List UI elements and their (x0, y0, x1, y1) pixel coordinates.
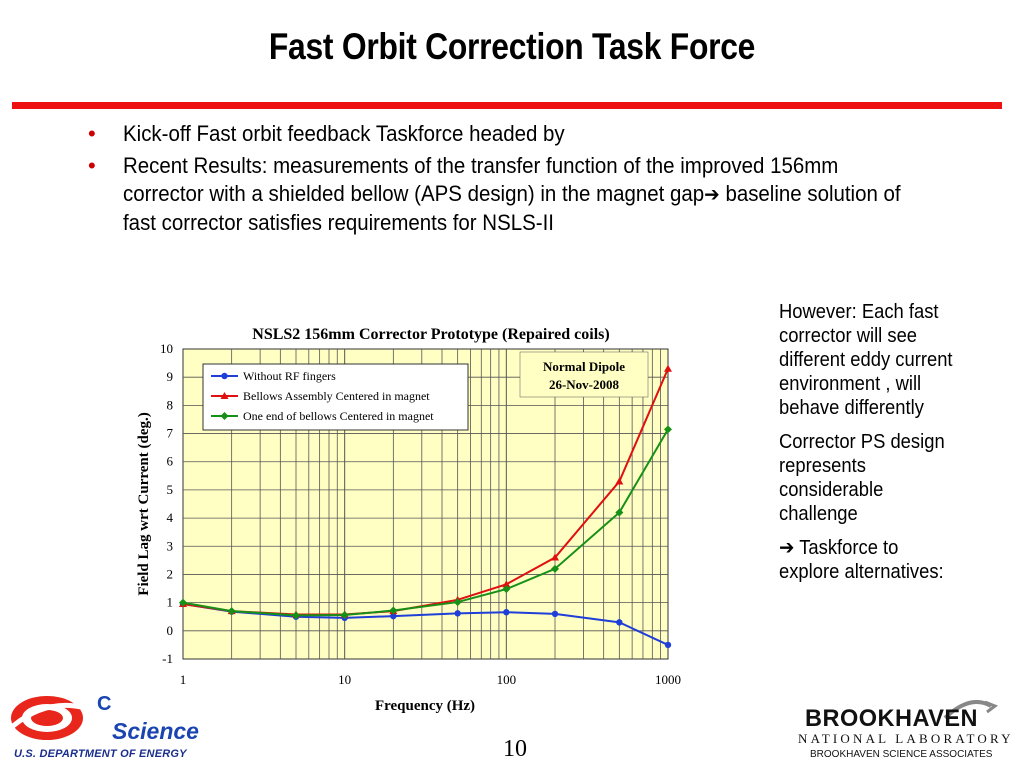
x-tick-label: 100 (497, 672, 517, 687)
bnl-logo (943, 700, 999, 720)
page-number: 10 (503, 736, 527, 762)
side-notes: However: Each fast corrector will see di… (779, 300, 954, 594)
data-point (551, 610, 559, 618)
data-point (664, 641, 672, 649)
bullet-item: • Kick-off Fast orbit feedback Taskforce… (88, 120, 968, 148)
data-point (454, 610, 461, 617)
data-point (664, 364, 672, 372)
y-tick-labels: -1 0 1 2 3 4 5 6 7 8 9 10 (160, 341, 174, 666)
bnl-associates: BROOKHAVEN SCIENCE ASSOCIATES (810, 749, 993, 760)
legend: Without RF fingers Bellows Assembly Cente… (202, 363, 469, 431)
data-point (340, 611, 349, 620)
data-point (292, 611, 301, 620)
annotation-box: Normal Dipole 26-Nov-2008 (519, 351, 649, 398)
x-tick-label: 10 (338, 672, 351, 687)
doe-letter: C (97, 693, 111, 715)
series-group (179, 364, 672, 649)
bullet-text-part: baseline solution of fast corrector sati… (123, 181, 901, 235)
bullet-text: Recent Results: measurements of the tran… (123, 152, 923, 237)
data-point (389, 606, 398, 615)
legend-marker (220, 412, 229, 420)
data-point (179, 598, 187, 607)
y-tick-label: 1 (167, 595, 174, 610)
y-tick-label: 7 (167, 426, 174, 441)
data-point (550, 564, 559, 573)
x-tick-labels: 1 10 100 1000 (180, 672, 681, 687)
data-point (615, 508, 624, 517)
legend-marker (221, 372, 228, 380)
legend-label: Without RF fingers (243, 369, 336, 383)
annotation-line: 26-Nov-2008 (549, 377, 620, 392)
y-tick-label: 3 (167, 538, 174, 553)
annotation-line: Normal Dipole (543, 359, 625, 374)
x-tick-label: 1 (180, 672, 187, 687)
data-point (453, 598, 462, 607)
legend-label: One end of bellows Centered in magnet (243, 409, 434, 423)
side-note: ➔ Taskforce to explore alternatives: (779, 536, 954, 584)
y-tick-label: -1 (162, 651, 173, 666)
data-point (503, 609, 510, 616)
series-line (182, 428, 669, 617)
data-point (615, 477, 624, 485)
data-point (502, 585, 511, 594)
doe-science-word: Science (112, 718, 199, 744)
bnl-subtitle: NATIONAL LABORATORY (798, 731, 1014, 746)
slide-title: Fast Orbit Correction Task Force (268, 26, 756, 67)
y-tick-label: 5 (167, 482, 174, 497)
data-point (550, 553, 559, 561)
y-tick-label: 9 (167, 369, 174, 384)
right-arrow-icon: ➔ (704, 184, 720, 206)
legend-marker (220, 392, 229, 399)
data-point (664, 425, 672, 434)
bnl-name: BROOKHAVEN (805, 705, 979, 732)
side-note: Corrector PS design represents considera… (779, 431, 945, 525)
data-point (227, 607, 236, 616)
y-tick-label: 4 (167, 510, 174, 525)
chart: NSLS2 156mm Corrector Prototype (Repaire… (128, 312, 698, 720)
y-tick-label: 0 (167, 623, 174, 638)
legend-label: Bellows Assembly Centered in magnet (243, 389, 430, 403)
bullet-dot-icon: • (88, 153, 96, 178)
y-tick-label: 10 (160, 341, 173, 356)
y-axis-label: Field Lag wrt Current (deg.) (136, 412, 152, 595)
y-tick-label: 8 (167, 397, 174, 412)
x-tick-label: 1000 (655, 672, 681, 687)
title-underline (12, 102, 1002, 109)
bullet-dot-icon: • (88, 121, 96, 146)
data-point (502, 580, 511, 588)
doe-caption: U.S. DEPARTMENT OF ENERGY (14, 748, 187, 760)
x-axis-label: Frequency (Hz) (375, 698, 475, 714)
bullet-text-part: Recent Results: measurements of the tran… (123, 153, 839, 206)
bullet-text: Kick-off Fast orbit feedback Taskforce h… (123, 121, 565, 146)
bullet-list: • Kick-off Fast orbit feedback Taskforce… (88, 120, 968, 241)
data-point (616, 619, 623, 626)
side-note: However: Each fast corrector will see di… (779, 301, 953, 419)
data-point (390, 612, 397, 620)
doe-logo: C (11, 693, 111, 740)
bullet-item: • Recent Results: measurements of the tr… (88, 152, 968, 237)
y-tick-label: 6 (167, 454, 174, 469)
right-arrow-icon: ➔ (779, 537, 795, 559)
y-tick-label: 2 (167, 566, 174, 581)
chart-title: NSLS2 156mm Corrector Prototype (Repaire… (252, 326, 609, 343)
side-note-text: Taskforce to explore alternatives: (779, 537, 944, 583)
